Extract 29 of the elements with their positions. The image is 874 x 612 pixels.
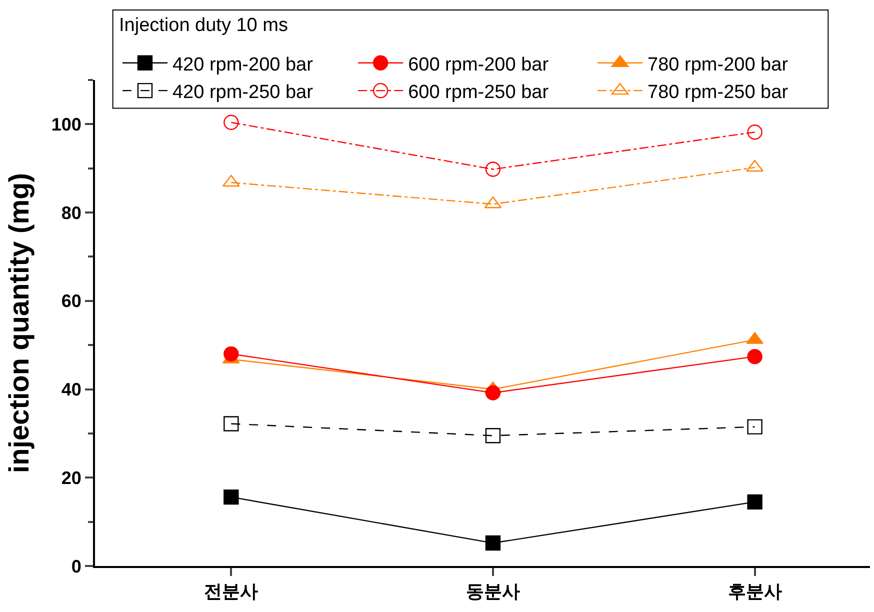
x-tick-label: 전분사 <box>204 582 258 603</box>
y-axis-title: injection quantity (mg) <box>4 172 35 474</box>
x-tick-label: 후분사 <box>728 582 782 603</box>
point <box>485 385 501 400</box>
point <box>224 416 239 432</box>
y-tick-label: 80 <box>61 202 82 223</box>
point <box>747 494 762 510</box>
point <box>224 114 239 130</box>
point <box>224 489 239 505</box>
y-tick-label: 60 <box>61 291 82 312</box>
legend-label: 780 rpm-200 bar <box>648 54 789 76</box>
legend-title: Injection duty 10 ms <box>119 15 288 36</box>
y-tick-label: 40 <box>61 380 82 400</box>
legend-label: 600 rpm-250 bar <box>408 82 550 103</box>
point <box>485 535 501 551</box>
legend-label: 420 rpm-250 bar <box>172 82 314 103</box>
y-tick-label: 0 <box>71 556 82 576</box>
point <box>485 428 501 444</box>
point <box>747 419 762 434</box>
point <box>224 346 239 362</box>
y-tick-label: 20 <box>61 468 82 488</box>
legend-label: 600 rpm-200 bar <box>408 54 550 76</box>
point <box>485 162 501 177</box>
x-tick-label: 동분사 <box>466 582 520 603</box>
point <box>747 124 762 140</box>
point <box>747 348 762 364</box>
legend-label: 780 rpm-250 bar <box>648 82 789 103</box>
legend-label: 420 rpm-200 bar <box>172 54 314 76</box>
y-tick-label: 100 <box>51 114 82 134</box>
